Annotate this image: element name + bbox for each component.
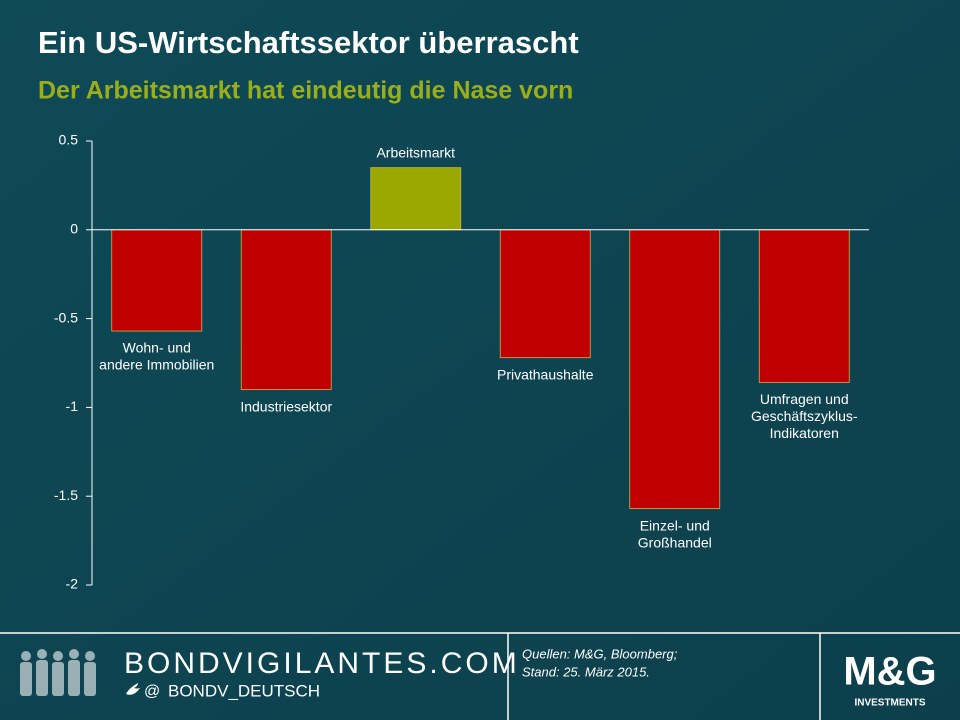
- category-label: Arbeitsmarkt: [376, 144, 455, 160]
- source: Stand: 25. März 2015.: [522, 664, 650, 679]
- y-tick-label: 0: [70, 221, 78, 237]
- title: Ein US-Wirtschaftssektor überrascht: [38, 25, 579, 60]
- y-tick-label: -1.5: [54, 487, 78, 503]
- category-label: Industriesektor: [240, 398, 332, 414]
- category-label: Privathaushalte: [497, 366, 594, 382]
- category-label: Großhandel: [638, 534, 712, 550]
- at-sign: @: [144, 683, 160, 700]
- category-label: Einzel- und: [640, 517, 710, 533]
- bar: [499, 229, 591, 359]
- y-tick-label: 0.5: [59, 132, 79, 148]
- category-label: Indikatoren: [770, 425, 839, 441]
- bar: [111, 229, 203, 332]
- category-label: Wohn- und: [123, 340, 191, 356]
- handle: BONDV_DEUTSCH: [168, 681, 320, 700]
- category-label: Umfragen und: [760, 391, 849, 407]
- subtitle: Der Arbeitsmarkt hat eindeutig die Nase …: [38, 77, 573, 105]
- bar: [629, 229, 721, 510]
- bar: [758, 229, 850, 383]
- site: BONDVIGILANTES.COM: [124, 647, 520, 680]
- logo-sub: INVESTMENTS: [854, 698, 925, 709]
- y-tick-label: -2: [66, 576, 79, 592]
- logo: M&G: [843, 650, 936, 694]
- people-icon: [20, 649, 96, 696]
- category-label: andere Immobilien: [99, 357, 214, 373]
- bar: [370, 167, 462, 231]
- y-tick-label: -1: [66, 398, 79, 414]
- bar: [240, 229, 332, 391]
- category-label: Geschäftszyklus-: [751, 408, 858, 424]
- y-tick-label: -0.5: [54, 309, 78, 325]
- bird-icon: [126, 683, 140, 695]
- source: Quellen: M&G, Bloomberg;: [522, 646, 678, 661]
